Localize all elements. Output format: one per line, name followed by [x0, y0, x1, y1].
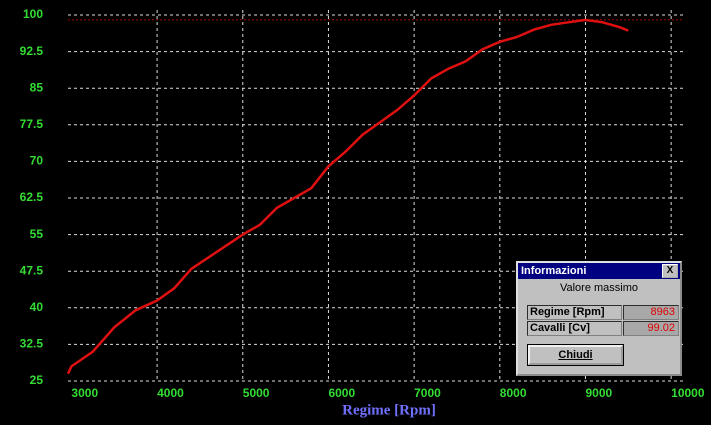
- data-line: [66, 18, 629, 375]
- close-dialog-button[interactable]: Chiudi: [527, 344, 624, 366]
- y-tick-label: 85: [30, 80, 44, 94]
- x-tick-label: 10000: [671, 386, 705, 400]
- dialog-subtitle: Valore massimo: [559, 282, 639, 294]
- y-tick-label: 70: [30, 154, 44, 168]
- x-tick-label: 7000: [414, 386, 441, 400]
- dialog-title-text: Informazioni: [521, 265, 587, 277]
- row-label: Cavalli [Cv]: [527, 321, 622, 336]
- x-tick-label: 4000: [157, 386, 184, 400]
- info-dialog: Informazioni X Valore massimo Regime [Rpm…: [516, 261, 682, 376]
- row-label: Regime [Rpm]: [527, 305, 622, 320]
- x-tick-label: 6000: [328, 386, 355, 400]
- dialog-title: Informazioni X: [518, 263, 680, 279]
- x-tick-label: 5000: [243, 386, 270, 400]
- y-tick-label: 55: [30, 227, 44, 241]
- y-tick-label: 47.5: [20, 263, 44, 277]
- x-tick-label: 3000: [71, 386, 98, 400]
- x-tick-label: 9000: [585, 386, 612, 400]
- y-tick-label: 77.5: [20, 117, 44, 131]
- y-tick-label: 100: [23, 7, 43, 21]
- y-tick-label: 62.5: [20, 190, 44, 204]
- y-tick-label: 40: [30, 300, 44, 314]
- info-row: Cavalli [Cv] 99.02: [527, 321, 679, 336]
- y-tick-label: 25: [30, 373, 44, 387]
- close-button[interactable]: X: [662, 264, 678, 278]
- row-value: 99.02: [623, 321, 679, 336]
- y-tick-label: 92.5: [20, 44, 44, 58]
- row-value: 8963: [623, 305, 679, 320]
- x-axis-label: Regime [Rpm]: [342, 402, 436, 418]
- y-tick-label: 32.5: [20, 337, 44, 351]
- info-row: Regime [Rpm] 8963: [527, 305, 679, 320]
- x-tick-label: 8000: [500, 386, 527, 400]
